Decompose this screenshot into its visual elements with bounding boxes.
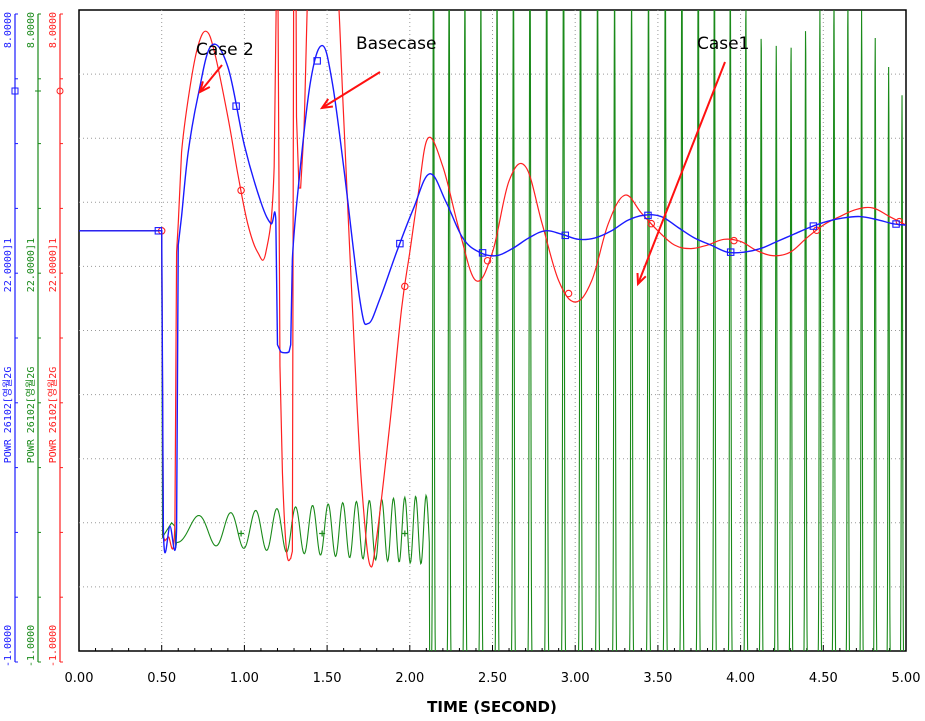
annotation-label: Case1 <box>697 34 749 54</box>
y-axis-min-label: -1.0000 <box>26 625 37 667</box>
series-case1-marker <box>401 530 408 537</box>
series-basecase-marker <box>232 102 240 110</box>
x-tick-label: 2.50 <box>478 671 507 686</box>
series-case1 <box>79 10 905 651</box>
annotation-arrow-shaft <box>637 61 726 285</box>
x-tick-label: 2.00 <box>395 671 424 686</box>
series-basecase-marker <box>396 239 404 248</box>
axis-marker-plus <box>35 88 41 94</box>
x-axis-label: TIME (SECOND) <box>427 698 557 716</box>
x-tick-label: 0.00 <box>65 671 94 686</box>
y-axis-max-label: 8.0000 <box>48 12 59 48</box>
series-group <box>79 10 906 651</box>
series-basecase-marker <box>478 249 487 257</box>
x-tick-label: 4.50 <box>809 671 838 686</box>
y-axis-range-label: 22.0000]1 <box>26 238 37 292</box>
annotation-arrow-shaft <box>321 71 381 109</box>
x-tick-labels: 0.00 0.50 1.00 1.50 2.00 2.50 3.00 3.50 4.00 4.50… <box>65 671 921 686</box>
y-axis-max-label: 8.0000 <box>26 12 37 48</box>
annotation: Case1 <box>636 34 749 287</box>
x-tick-label: 5.00 <box>892 671 921 686</box>
annotation-label: Case 2 <box>196 40 254 60</box>
y-axis-1: 8.0000 22.0000]1 POWR 26102[영월2G -1.0000 <box>2 12 19 667</box>
annotation-arrow-head <box>636 272 647 287</box>
series-case2-line <box>79 10 906 568</box>
x-tick-label: 3.00 <box>561 671 590 686</box>
series-basecase-marker <box>892 220 900 228</box>
series-basecase-marker <box>561 231 570 240</box>
axis-marker-square <box>11 87 19 95</box>
y-axis-name-label: POWR 26102[영월2G <box>25 367 37 464</box>
x-tick-label: 3.50 <box>643 671 672 686</box>
series-case2-marker <box>401 282 409 291</box>
series-basecase-marker <box>809 222 818 230</box>
y-axis-range-label: 22.0000]1 <box>48 238 59 292</box>
series-basecase <box>79 43 906 554</box>
series-basecase-marker <box>726 248 735 256</box>
series-case2-marker <box>237 186 245 195</box>
series-basecase-marker <box>644 211 652 220</box>
annotation-arrow-head <box>319 98 334 110</box>
x-tick-label: 1.00 <box>230 671 259 686</box>
annotation: Case 2 <box>196 40 254 94</box>
y-axis-2: 8.0000 22.0000]1 POWR 26102[영월2G -1.0000 <box>25 12 41 667</box>
y-axis-max-label: 8.0000 <box>3 12 14 48</box>
y-axis-min-label: -1.0000 <box>3 625 14 667</box>
annotations: Case 2 Basecase Case1 <box>196 34 749 287</box>
x-tick-label: 1.50 <box>313 671 342 686</box>
series-case1-line <box>79 10 905 651</box>
y-axis-min-label: -1.0000 <box>48 625 59 667</box>
series-case2-marker <box>564 289 573 298</box>
annotation-label: Basecase <box>356 34 436 54</box>
series-basecase-marker <box>313 57 321 65</box>
y-axis-name-label: POWR 26102[영월2G <box>47 367 59 464</box>
y-axis-range-label: 22.0000]1 <box>3 238 14 292</box>
annotation: Basecase <box>319 34 436 110</box>
series-case2-marker <box>730 236 738 245</box>
annotation-arrow-head <box>198 81 211 94</box>
series-case2-marker <box>483 256 492 265</box>
x-tick-label: 4.00 <box>726 671 755 686</box>
series-case2-marker <box>647 219 656 228</box>
y-axis-name-label: POWR 26102[영월2G <box>2 367 14 464</box>
axis-marker-circle <box>56 87 64 95</box>
series-basecase-line <box>79 43 906 554</box>
annotation-arrow-shaft <box>199 64 223 93</box>
series-case1-marker <box>319 530 326 537</box>
y-axis-3: 8.0000 22.0000]1 POWR 26102[영월2G -1.0000 <box>47 12 64 667</box>
series-case1-marker <box>238 530 245 537</box>
series-basecase-marker <box>154 227 163 235</box>
x-tick-label: 0.50 <box>147 671 176 686</box>
